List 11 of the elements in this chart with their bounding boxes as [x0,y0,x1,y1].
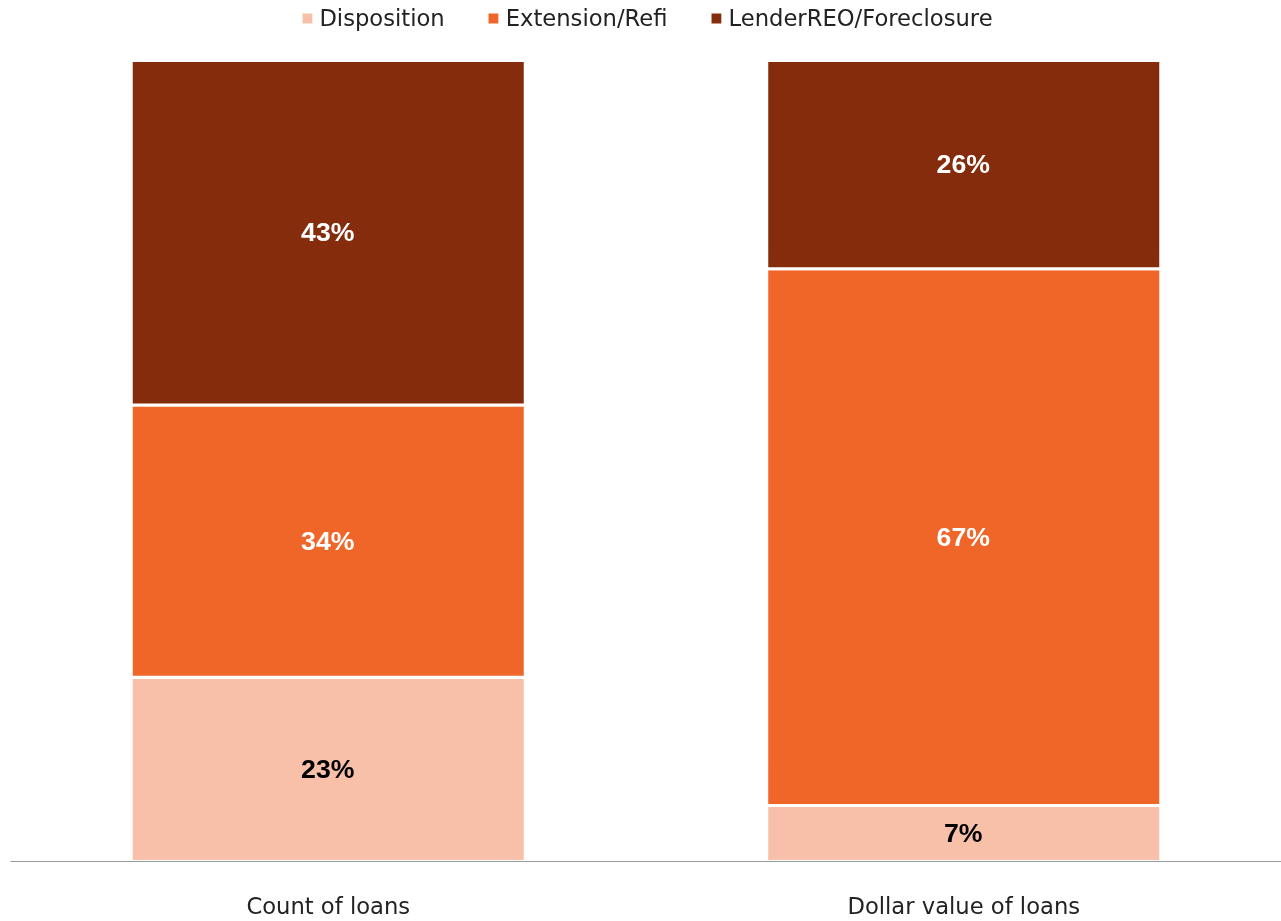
legend-label: Extension/Refi [505,5,668,31]
x-tick-label: Count of loans [246,892,411,919]
data-label: 67% [936,521,990,553]
data-label: 23% [301,753,355,785]
x-tick-label: Dollar value of loans [847,892,1081,919]
legend-label: Disposition [319,5,445,31]
data-label: 7% [943,817,983,849]
legend-label: LenderREO/Foreclosure [728,5,993,31]
data-label: 34% [301,525,355,557]
data-label: 43% [301,216,355,248]
data-label: 26% [936,148,990,180]
